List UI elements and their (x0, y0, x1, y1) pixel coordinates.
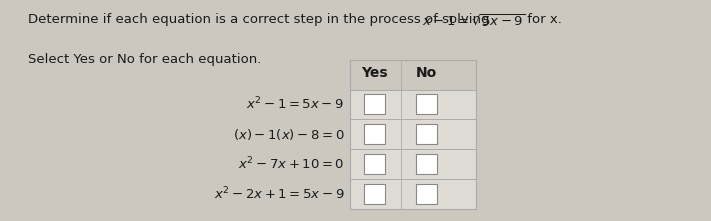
FancyBboxPatch shape (350, 119, 476, 149)
FancyBboxPatch shape (364, 154, 385, 174)
Text: No: No (416, 66, 437, 80)
FancyBboxPatch shape (416, 124, 437, 144)
Text: Yes: Yes (361, 66, 388, 80)
FancyBboxPatch shape (364, 184, 385, 204)
Text: $x^2 - 1 = 5x - 9$: $x^2 - 1 = 5x - 9$ (246, 96, 344, 113)
Text: for x.: for x. (523, 13, 562, 26)
FancyBboxPatch shape (364, 124, 385, 144)
Text: $x^2 - 7x + 10 = 0$: $x^2 - 7x + 10 = 0$ (237, 156, 344, 172)
FancyBboxPatch shape (416, 154, 437, 174)
Text: $(x) - 1(x) - 8 = 0$: $(x) - 1(x) - 8 = 0$ (232, 127, 344, 142)
Text: Determine if each equation is a correct step in the process of solving: Determine if each equation is a correct … (28, 13, 494, 26)
FancyBboxPatch shape (416, 184, 437, 204)
FancyBboxPatch shape (350, 179, 476, 209)
FancyBboxPatch shape (416, 94, 437, 114)
FancyBboxPatch shape (350, 149, 476, 179)
Text: $x^2 - 2x + 1 = 5x - 9$: $x^2 - 2x + 1 = 5x - 9$ (213, 186, 344, 202)
FancyBboxPatch shape (350, 90, 476, 119)
FancyBboxPatch shape (364, 94, 385, 114)
Text: Select Yes or No for each equation.: Select Yes or No for each equation. (28, 53, 262, 66)
Text: $x - 1 = \sqrt{5x - 9}$: $x - 1 = \sqrt{5x - 9}$ (422, 13, 526, 29)
FancyBboxPatch shape (350, 60, 476, 90)
